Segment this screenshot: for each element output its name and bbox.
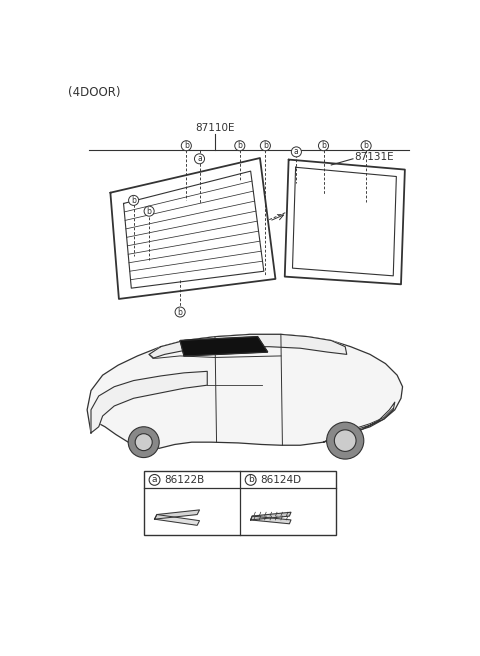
Text: a: a xyxy=(152,476,157,484)
Text: b: b xyxy=(238,141,242,150)
Text: b: b xyxy=(178,308,182,317)
Polygon shape xyxy=(251,512,291,520)
Polygon shape xyxy=(91,371,207,433)
Text: (4DOOR): (4DOOR) xyxy=(68,87,120,100)
Polygon shape xyxy=(251,516,291,523)
Circle shape xyxy=(260,140,270,151)
Circle shape xyxy=(149,474,160,485)
Circle shape xyxy=(194,154,204,164)
Text: b: b xyxy=(131,196,136,205)
Polygon shape xyxy=(155,514,200,525)
Polygon shape xyxy=(180,337,268,356)
Text: a: a xyxy=(197,154,202,163)
Polygon shape xyxy=(155,510,200,519)
Text: 87110E: 87110E xyxy=(195,123,235,133)
Polygon shape xyxy=(87,335,403,448)
Bar xyxy=(144,472,336,535)
Circle shape xyxy=(335,430,356,451)
Text: b: b xyxy=(321,141,326,150)
Circle shape xyxy=(235,140,245,151)
Circle shape xyxy=(128,427,159,458)
Circle shape xyxy=(144,206,154,216)
Text: 87131E: 87131E xyxy=(355,152,394,162)
Circle shape xyxy=(291,147,301,157)
Text: a: a xyxy=(294,148,299,156)
Text: b: b xyxy=(263,141,268,150)
Polygon shape xyxy=(149,335,347,358)
Circle shape xyxy=(245,474,256,485)
Circle shape xyxy=(181,140,192,151)
Circle shape xyxy=(129,195,139,205)
Text: b: b xyxy=(184,141,189,150)
Circle shape xyxy=(361,140,371,151)
Text: 86122B: 86122B xyxy=(164,475,204,485)
Text: b: b xyxy=(364,141,369,150)
Text: 86124D: 86124D xyxy=(260,475,301,485)
Text: b: b xyxy=(248,476,253,484)
Circle shape xyxy=(318,140,328,151)
Circle shape xyxy=(135,434,152,451)
Text: b: b xyxy=(147,207,152,216)
Circle shape xyxy=(326,422,364,459)
Circle shape xyxy=(175,307,185,317)
